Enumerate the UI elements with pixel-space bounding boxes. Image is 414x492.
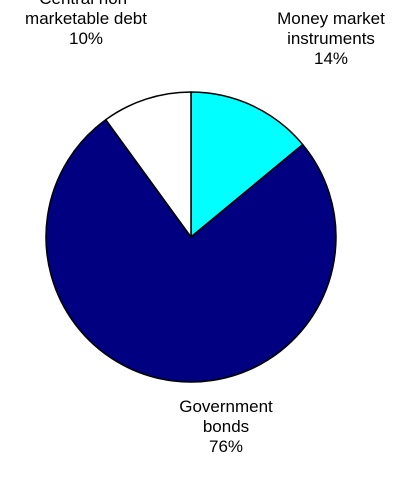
pie-label-percent: 14% <box>314 49 348 68</box>
pie-label-1: Government bonds 76% <box>179 397 273 456</box>
pie-slices <box>45 91 337 383</box>
pie-label-line: Government <box>179 397 273 416</box>
pie-labels: Money market instruments 14% Government bond… <box>25 0 385 456</box>
pie-slice-1 <box>45 118 337 383</box>
pie-label-line: Money market <box>277 9 385 28</box>
pie-label-percent: 76% <box>209 437 243 456</box>
pie-label-line: bonds <box>203 417 249 436</box>
pie-label-0: Money market instruments 14% <box>277 9 385 68</box>
pie-slice-0 <box>190 91 304 238</box>
pie-label-line: instruments <box>287 29 375 48</box>
pie-label-percent: 10% <box>69 29 103 48</box>
pie-label-line: marketable debt <box>25 9 147 28</box>
pie-slice-2 <box>105 91 192 238</box>
pie-label-line: Central non- <box>39 0 133 8</box>
